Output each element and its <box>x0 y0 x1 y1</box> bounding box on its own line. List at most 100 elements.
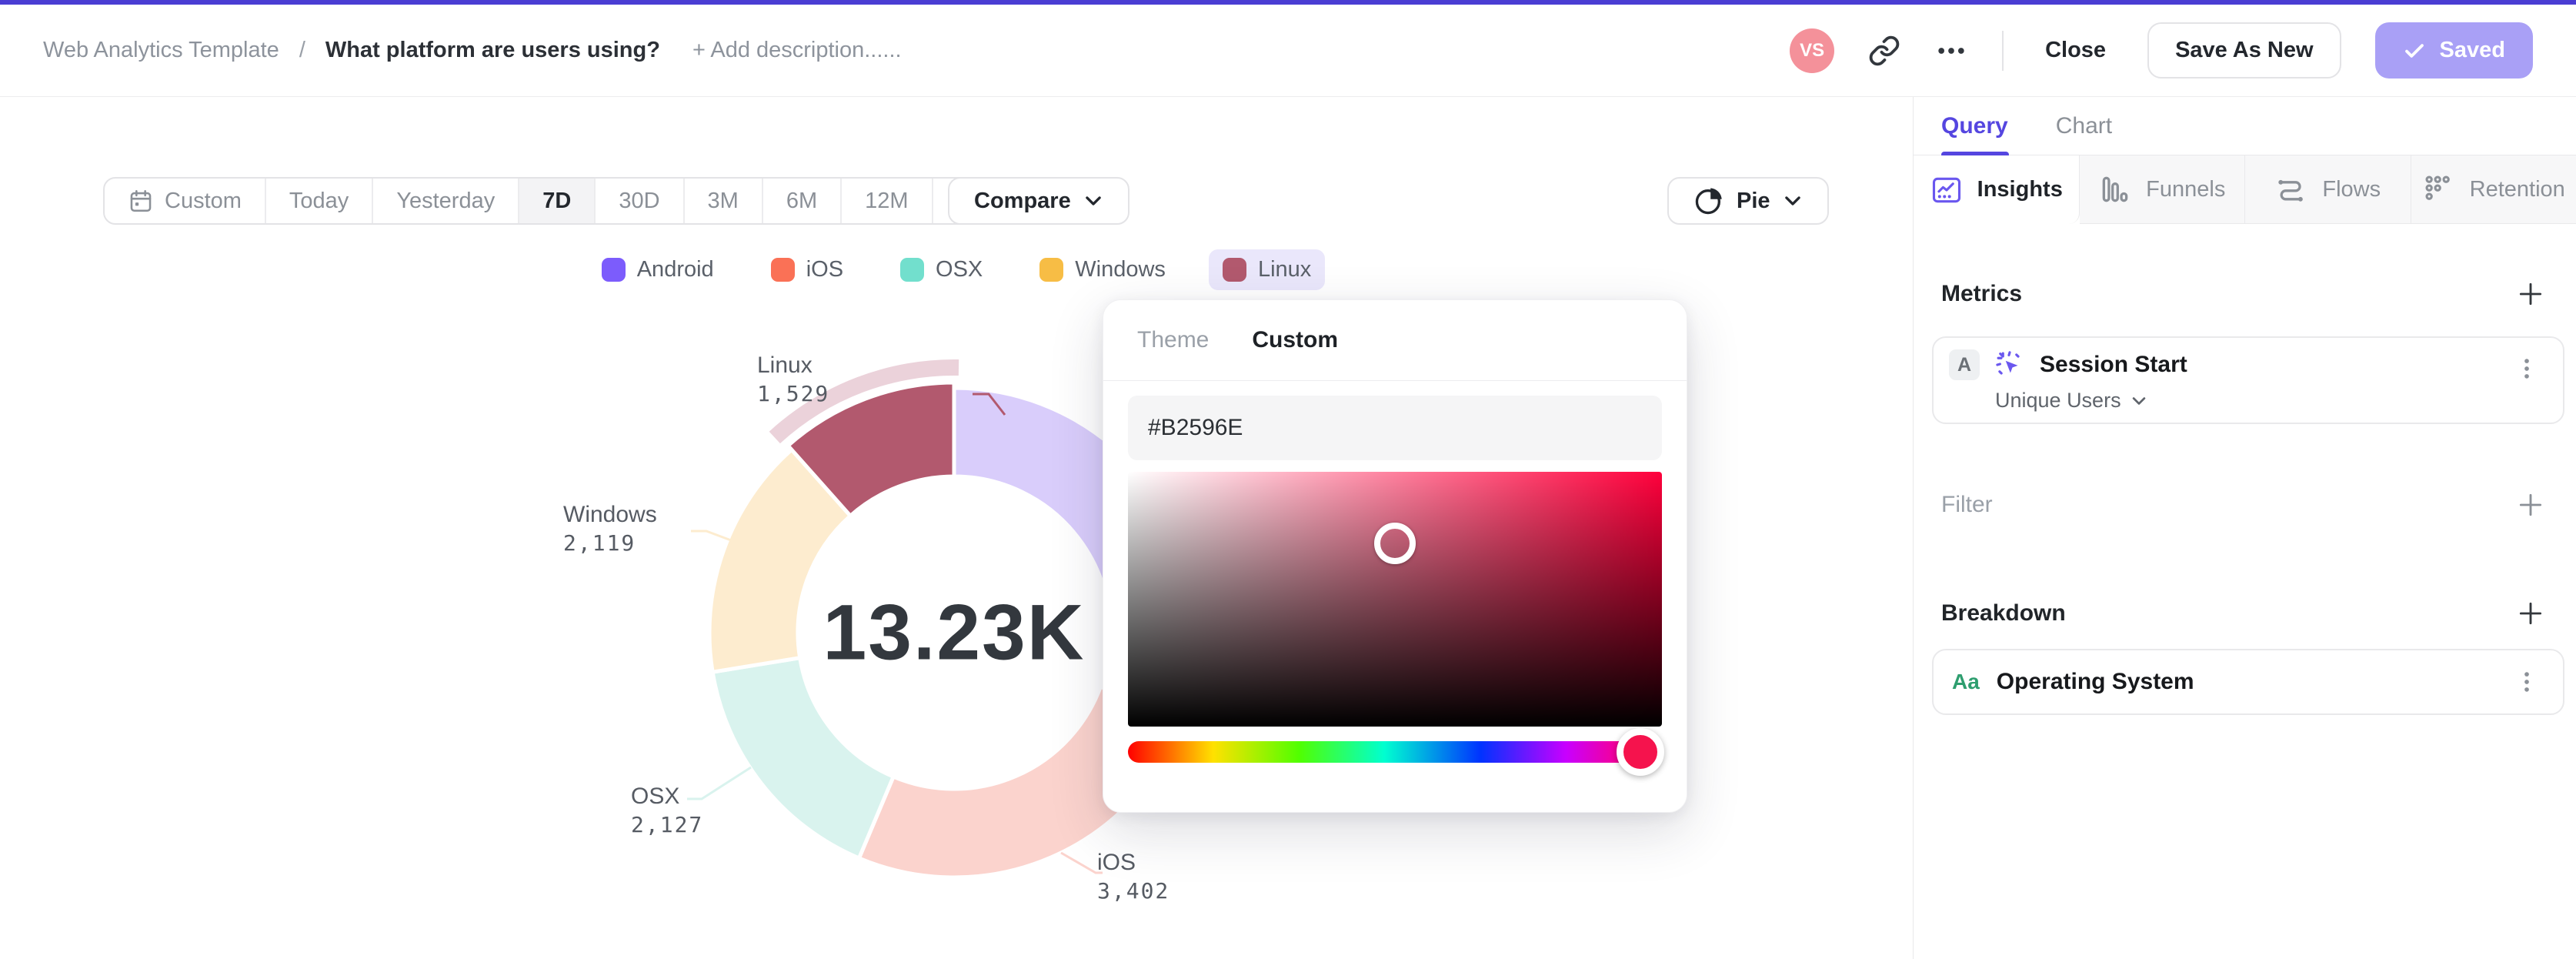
slice-osx[interactable] <box>710 656 896 860</box>
hex-color-input[interactable] <box>1128 396 1662 460</box>
chevron-down-icon <box>1083 191 1103 211</box>
top-accent-bar <box>0 0 2576 5</box>
chart-type-button[interactable]: Pie <box>1667 177 1829 225</box>
aggregation-label: Unique Users <box>1995 389 2121 412</box>
chart-legend: Android iOS OSX Windows Linux <box>0 249 1913 290</box>
legend-item-windows[interactable]: Windows <box>1026 249 1180 290</box>
breakdown-heading: Breakdown <box>1941 600 2066 626</box>
date-range-label: Yesterday <box>396 188 496 213</box>
slice-ios[interactable] <box>856 684 1186 880</box>
breadcrumb: Web Analytics Template / What platform a… <box>43 38 902 63</box>
legend-label: Windows <box>1075 257 1166 282</box>
breakdown-section-header: Breakdown <box>1941 598 2545 629</box>
slice-label-value: 2,127 <box>631 812 704 837</box>
analysis-subtabs: Insights Funnels Flows Retention <box>1914 155 2576 224</box>
legend-item-linux[interactable]: Linux <box>1208 249 1326 290</box>
page-title[interactable]: What platform are users using? <box>325 38 660 62</box>
date-range-label: Today <box>289 188 349 213</box>
ellipsis-icon <box>1934 34 1968 68</box>
date-range-30d[interactable]: 30D <box>596 179 685 223</box>
insights-icon <box>1930 173 1964 207</box>
subtab-retention[interactable]: Retention <box>2411 155 2576 224</box>
string-property-icon: Aa <box>1952 670 1980 693</box>
subtab-flows[interactable]: Flows <box>2245 155 2411 224</box>
funnels-icon <box>2098 172 2132 206</box>
breakdown-kebab-menu[interactable] <box>2514 669 2540 695</box>
metric-kebab-menu[interactable] <box>2514 356 2540 382</box>
date-range-custom[interactable]: Custom <box>105 179 266 223</box>
donut-center-total: 13.23K <box>823 588 1086 677</box>
slice-linux[interactable] <box>786 380 956 518</box>
legend-item-ios[interactable]: iOS <box>757 249 857 290</box>
date-range-12m[interactable]: 12M <box>842 179 933 223</box>
legend-label: iOS <box>806 257 844 282</box>
chart-type-label: Pie <box>1737 188 1770 213</box>
date-range-yesterday[interactable]: Yesterday <box>373 179 520 223</box>
legend-swatch-linux <box>1222 258 1246 282</box>
tab-theme[interactable]: Theme <box>1137 327 1210 353</box>
legend-label: OSX <box>936 257 983 282</box>
save-as-new-button[interactable]: Save As New <box>2147 22 2341 79</box>
slice-label-linux: Linux 1,529 <box>757 351 829 408</box>
subtab-label: Flows <box>2322 176 2381 202</box>
date-range-label: 7D <box>542 188 572 213</box>
add-description-button[interactable]: + Add description...... <box>692 38 902 62</box>
date-range-selector: CustomTodayYesterday7D30D3M6M12MXTD <box>103 177 1055 225</box>
add-breakdown-button[interactable] <box>2516 599 2545 628</box>
color-picker-popup: Theme Custom <box>1103 299 1687 813</box>
metric-card-row: A Session Start <box>1949 349 2187 381</box>
slice-label-value: 2,119 <box>563 530 636 556</box>
share-link-button[interactable] <box>1868 35 1900 67</box>
series-badge: A <box>1949 349 1980 380</box>
metric-title: Session Start <box>2040 352 2187 377</box>
subtab-funnels[interactable]: Funnels <box>2079 155 2245 224</box>
slice-label-value: 1,529 <box>757 381 830 406</box>
legend-label: Android <box>636 257 714 282</box>
subtab-label: Retention <box>2469 176 2565 202</box>
picker-divider <box>1103 380 1687 381</box>
chart-canvas: CustomTodayYesterday7D30D3M6M12MXTD Comp… <box>0 97 1913 959</box>
content: CustomTodayYesterday7D30D3M6M12MXTD Comp… <box>0 97 2576 959</box>
legend-item-android[interactable]: Android <box>588 249 728 290</box>
query-panel: Query Chart Insights Funnels Flows Retentio… <box>1913 97 2576 959</box>
aggregation-dropdown[interactable]: Unique Users <box>1995 389 2147 413</box>
legend-swatch-windows <box>1039 258 1064 282</box>
breadcrumb-root[interactable]: Web Analytics Template <box>43 38 279 62</box>
sv-cursor[interactable] <box>1374 522 1416 564</box>
avatar[interactable]: VS <box>1790 28 1835 73</box>
flows-icon <box>2274 172 2308 206</box>
slice-label-osx: OSX 2,127 <box>631 782 703 839</box>
header: Web Analytics Template / What platform a… <box>0 5 2576 97</box>
hue-slider[interactable] <box>1128 728 1665 776</box>
date-range-6m[interactable]: 6M <box>763 179 843 223</box>
toolbar-row: CustomTodayYesterday7D30D3M6M12MXTD Comp… <box>0 177 1913 228</box>
hue-slider-thumb[interactable] <box>1617 728 1665 776</box>
close-button[interactable]: Close <box>2045 38 2107 62</box>
tab-query[interactable]: Query <box>1941 97 2009 158</box>
add-metric-button[interactable] <box>2516 279 2545 309</box>
saved-button[interactable]: Saved <box>2374 22 2533 79</box>
compare-label: Compare <box>974 188 1071 213</box>
date-range-label: 12M <box>865 188 909 213</box>
legend-item-osx[interactable]: OSX <box>886 249 996 290</box>
date-range-3m[interactable]: 3M <box>685 179 763 223</box>
add-filter-button[interactable] <box>2516 490 2545 520</box>
more-options-button[interactable] <box>1934 34 1968 68</box>
date-range-7d[interactable]: 7D <box>519 179 596 223</box>
tab-chart[interactable]: Chart <box>2055 112 2113 139</box>
saturation-value-area[interactable] <box>1128 472 1662 727</box>
subtab-insights[interactable]: Insights <box>1914 155 2080 224</box>
tab-custom[interactable]: Custom <box>1252 327 1339 353</box>
date-range-today[interactable]: Today <box>266 179 374 223</box>
chevron-down-icon <box>1783 191 1803 211</box>
metrics-section-header: Metrics <box>1941 279 2545 309</box>
slice-label-name: OSX <box>631 784 680 809</box>
metric-card[interactable]: A Session Start Unique Users <box>1932 336 2564 424</box>
panel-tabs: Query Chart <box>1914 97 2576 158</box>
breakdown-card[interactable]: Aa Operating System <box>1932 649 2564 715</box>
legend-label: Linux <box>1257 257 1312 282</box>
legend-swatch-ios <box>770 258 795 282</box>
compare-button[interactable]: Compare <box>948 177 1130 225</box>
legend-swatch-android <box>601 258 626 282</box>
breakdown-title: Operating System <box>1996 669 2194 694</box>
